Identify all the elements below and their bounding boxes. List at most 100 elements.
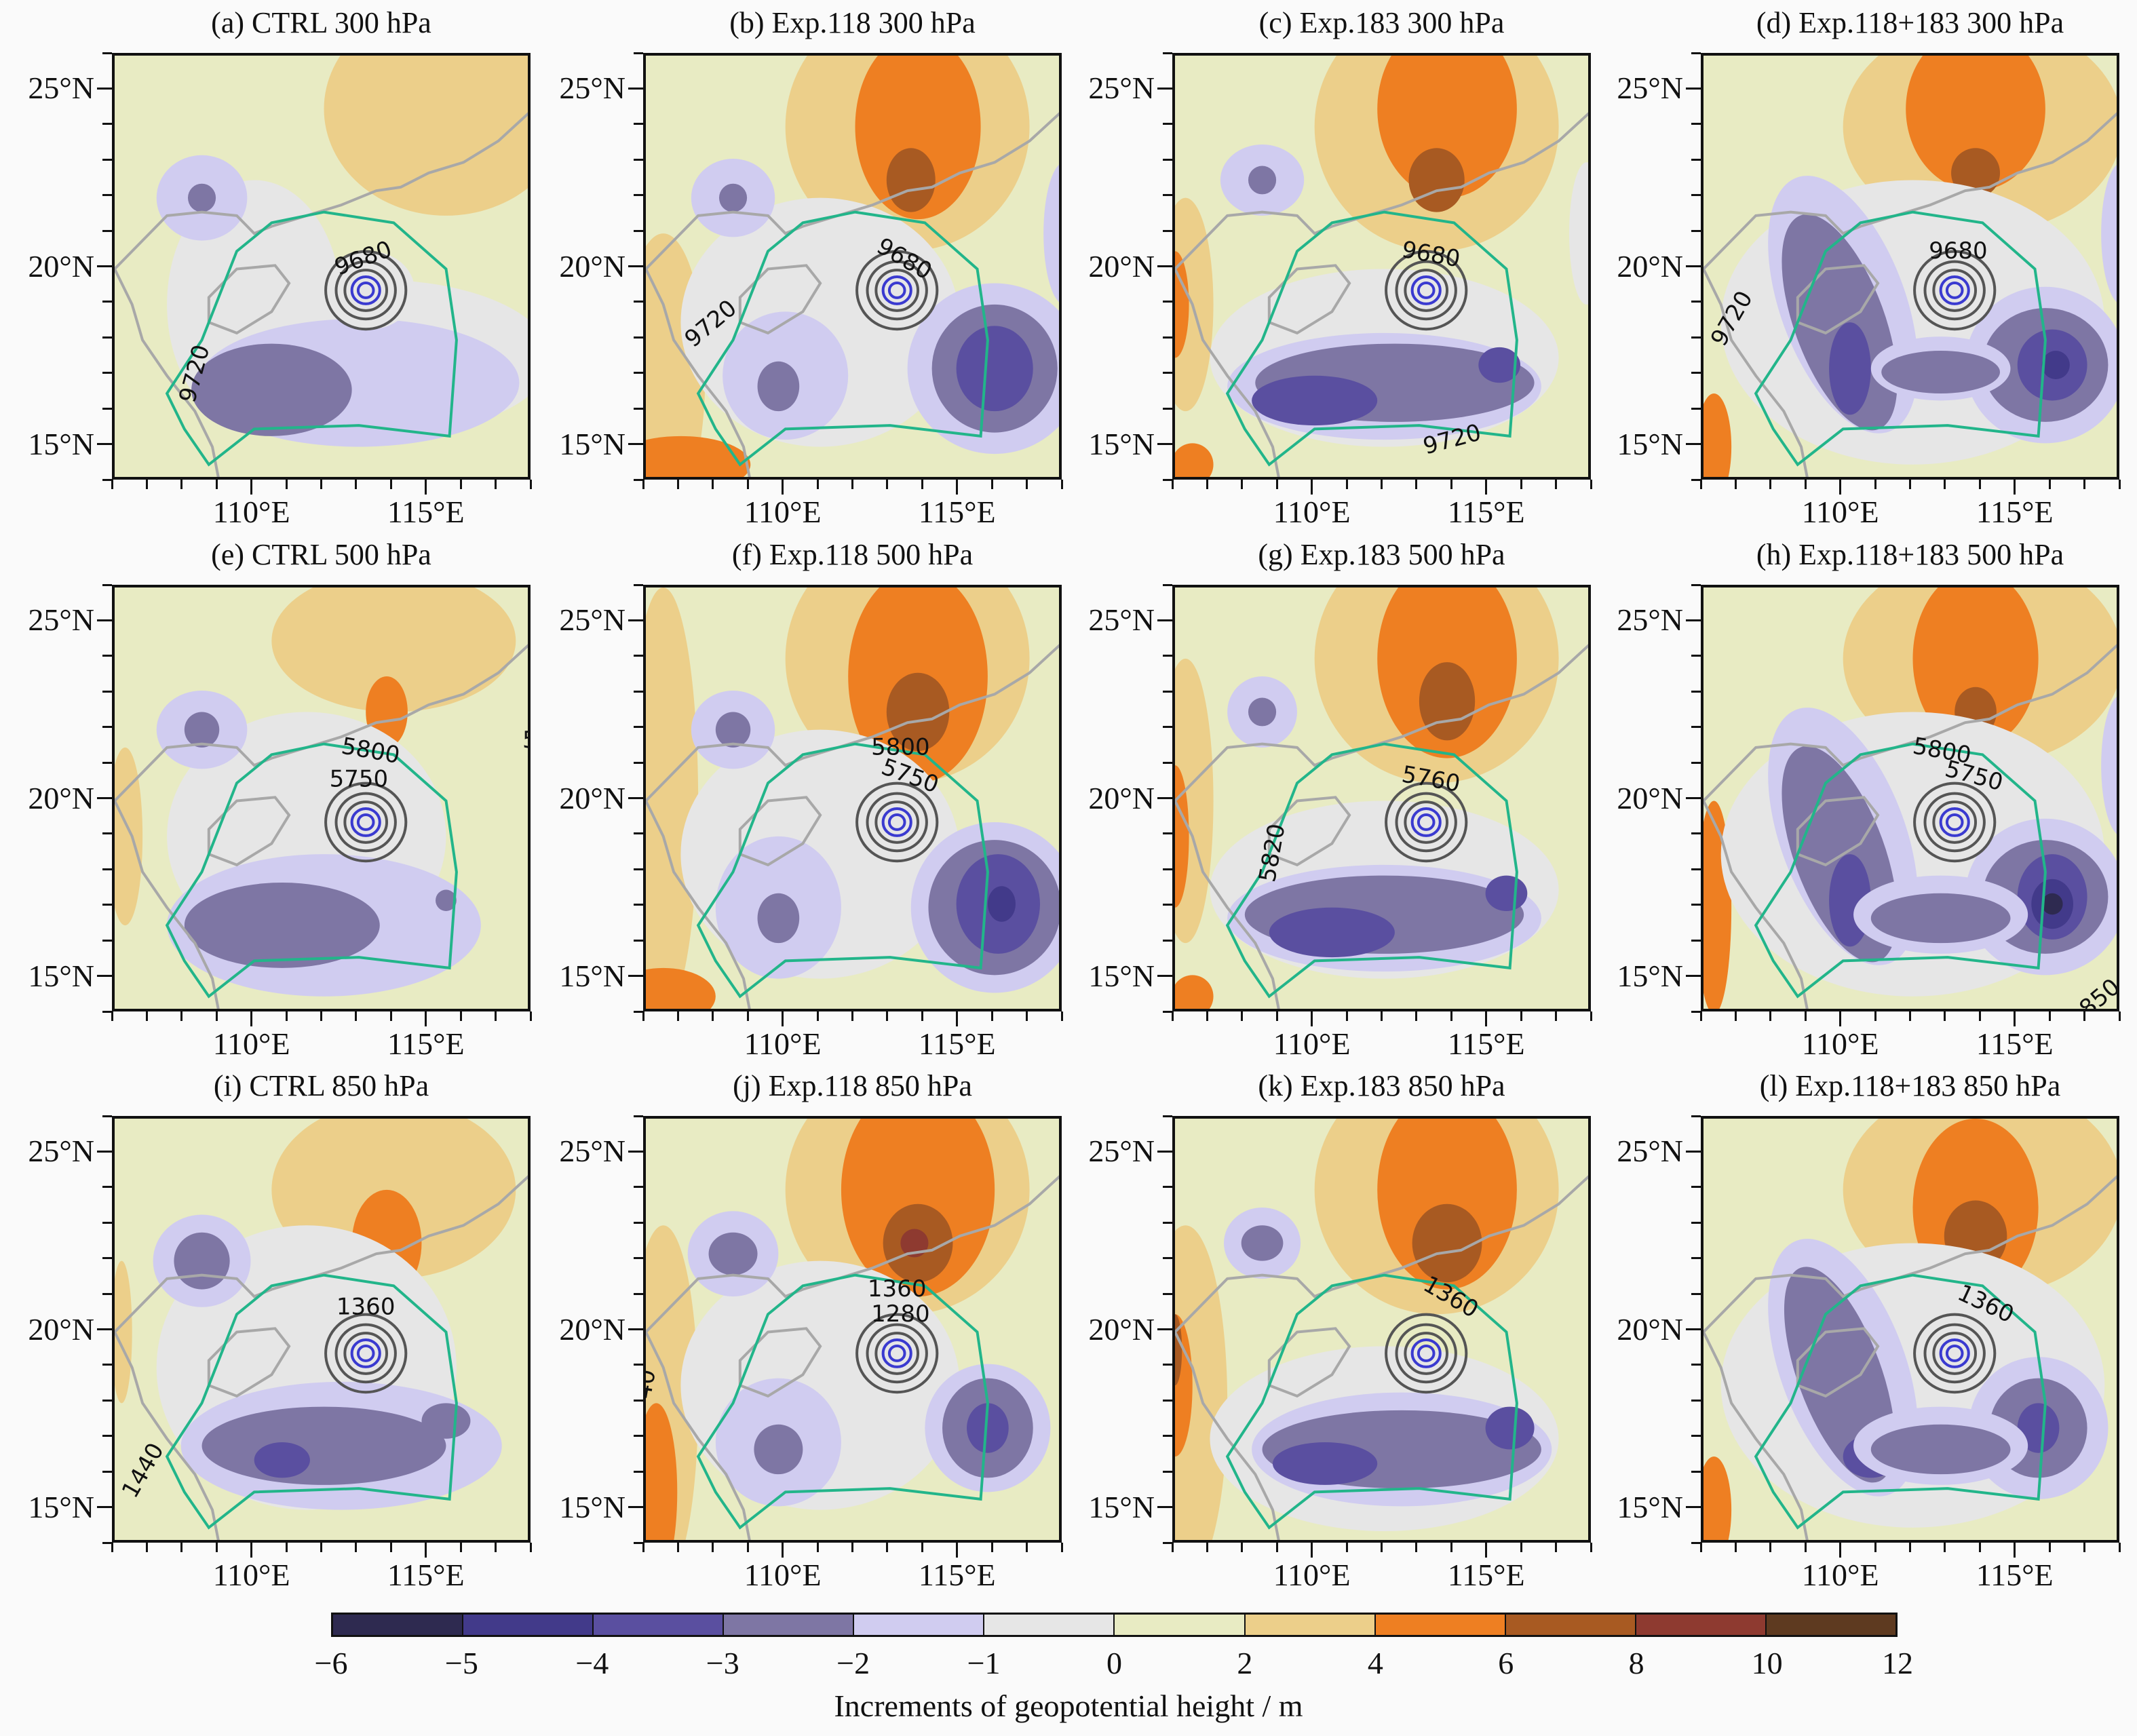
height-contour	[356, 1344, 375, 1362]
lat-tick	[634, 1292, 643, 1295]
filled-contour-region	[1252, 375, 1378, 426]
colorbar-tick-label: 12	[1882, 1646, 1913, 1680]
hainan-coastline	[1267, 796, 1351, 867]
green-contour	[165, 1273, 458, 1530]
lat-tick-label: 20°N	[1617, 248, 1683, 284]
lat-tick-label: 25°N	[559, 602, 625, 638]
map-area: 9680 9720	[1172, 53, 1591, 480]
lat-tick	[1163, 1541, 1172, 1544]
lon-tick	[2014, 1543, 2016, 1558]
map-panel: (b) Exp.118 300 hPa 9680 9720 110°E 115°E 25°…	[559, 6, 1063, 529]
height-contour	[1410, 275, 1442, 305]
filled-contour-region	[1248, 697, 1277, 727]
lat-tick	[1691, 229, 1701, 232]
lat-tick	[1691, 1399, 1701, 1402]
lon-tick	[1804, 480, 1807, 489]
lon-tick	[676, 1543, 679, 1552]
lat-tick	[1691, 1257, 1701, 1260]
height-contour	[343, 801, 389, 844]
lat-tick	[634, 336, 643, 339]
lon-tick-label: 110°E	[744, 1026, 822, 1061]
height-contour	[334, 260, 397, 321]
height-contour	[1417, 1344, 1436, 1362]
lon-tick	[676, 1011, 679, 1021]
lat-tick	[1157, 1328, 1172, 1330]
hainan-coastline	[207, 264, 291, 335]
lon-tick	[1171, 1011, 1174, 1021]
lon-tick	[355, 480, 358, 489]
lat-tick	[102, 52, 112, 54]
coastline	[1175, 268, 1280, 477]
filled-contour-region	[646, 587, 699, 1009]
lat-tick	[1686, 87, 1701, 90]
filled-contour-region	[715, 712, 751, 748]
lon-tick	[1769, 480, 1772, 489]
colorbar-swatch	[1636, 1615, 1767, 1635]
lat-tick	[1163, 52, 1172, 54]
lat-tick-label: 20°N	[28, 248, 94, 284]
lat-tick	[1691, 583, 1701, 586]
coastline	[1175, 112, 1588, 270]
colorbar-swatch	[854, 1615, 985, 1635]
lat-tick	[1163, 123, 1172, 126]
lat-tick	[1691, 1115, 1701, 1117]
lat-tick	[1691, 939, 1701, 942]
lon-tick	[1769, 1543, 1772, 1552]
filled-contour-region	[254, 1442, 310, 1478]
coastline	[1175, 1331, 1280, 1540]
map-panel: (c) Exp.183 300 hPa 9680 9720 110°E 115°E 25°…	[1088, 6, 1592, 529]
contour-label: 1360	[336, 1293, 396, 1320]
lat-tick	[1163, 690, 1172, 693]
filled-contour-region	[1175, 197, 1214, 412]
lon-tick	[285, 480, 288, 489]
height-contour	[1410, 807, 1442, 837]
lon-tick	[111, 480, 113, 489]
coastline	[1703, 800, 1809, 1009]
panel-title: (b) Exp.118 300 hPa	[729, 6, 976, 39]
coastline	[115, 112, 528, 270]
lon-tick	[1381, 1011, 1383, 1021]
colorbar-swatch	[333, 1615, 464, 1635]
lon-tick	[145, 1011, 148, 1021]
lon-tick	[1555, 1011, 1558, 1021]
lat-tick-label: 20°N	[1088, 248, 1155, 284]
height-contour	[1404, 269, 1449, 312]
coastline	[1175, 800, 1280, 1009]
lat-tick	[634, 407, 643, 410]
height-contour	[334, 1323, 397, 1384]
lat-tick-label: 15°N	[559, 958, 625, 993]
lat-tick	[102, 1115, 112, 1117]
lon-tick	[1171, 480, 1174, 489]
lat-tick	[102, 832, 112, 835]
lon-tick	[1381, 1543, 1383, 1552]
lat-tick-label: 20°N	[1617, 1311, 1683, 1347]
height-contour	[874, 801, 920, 844]
height-contour	[1404, 801, 1449, 844]
height-contour	[324, 782, 408, 863]
lon-tick	[459, 1011, 462, 1021]
lon-tick	[1978, 1011, 1981, 1021]
lon-tick-label: 115°E	[1447, 1026, 1525, 1061]
map-panel: (k) Exp.183 850 hPa 1360 110°E 115°E 25°N 20°…	[1088, 1069, 1592, 1592]
lon-tick	[1345, 480, 1348, 489]
lon-tick	[1026, 480, 1028, 489]
lat-tick-label: 15°N	[559, 1489, 625, 1524]
lat-tick	[1157, 1150, 1172, 1153]
lat-tick	[634, 158, 643, 161]
map-area: 580057505	[112, 585, 531, 1011]
colorbar-tick-label: 10	[1751, 1646, 1783, 1680]
filled-contour-region	[1412, 1203, 1482, 1283]
height-contour	[350, 807, 381, 837]
lat-tick	[1691, 372, 1701, 374]
lat-tick	[102, 868, 112, 870]
coastline	[1703, 268, 1809, 477]
lon-tick	[1734, 480, 1737, 489]
lon-tick	[851, 1543, 853, 1552]
lon-tick	[1769, 1011, 1772, 1021]
filled-contour-region	[1175, 443, 1214, 477]
map-panel: (e) CTRL 500 hPa580057505110°E115°E25°N2…	[28, 538, 532, 1061]
height-contour	[1395, 792, 1457, 853]
height-contour	[1945, 813, 1964, 831]
lat-tick	[1691, 1364, 1701, 1366]
lon-tick	[355, 1543, 358, 1552]
